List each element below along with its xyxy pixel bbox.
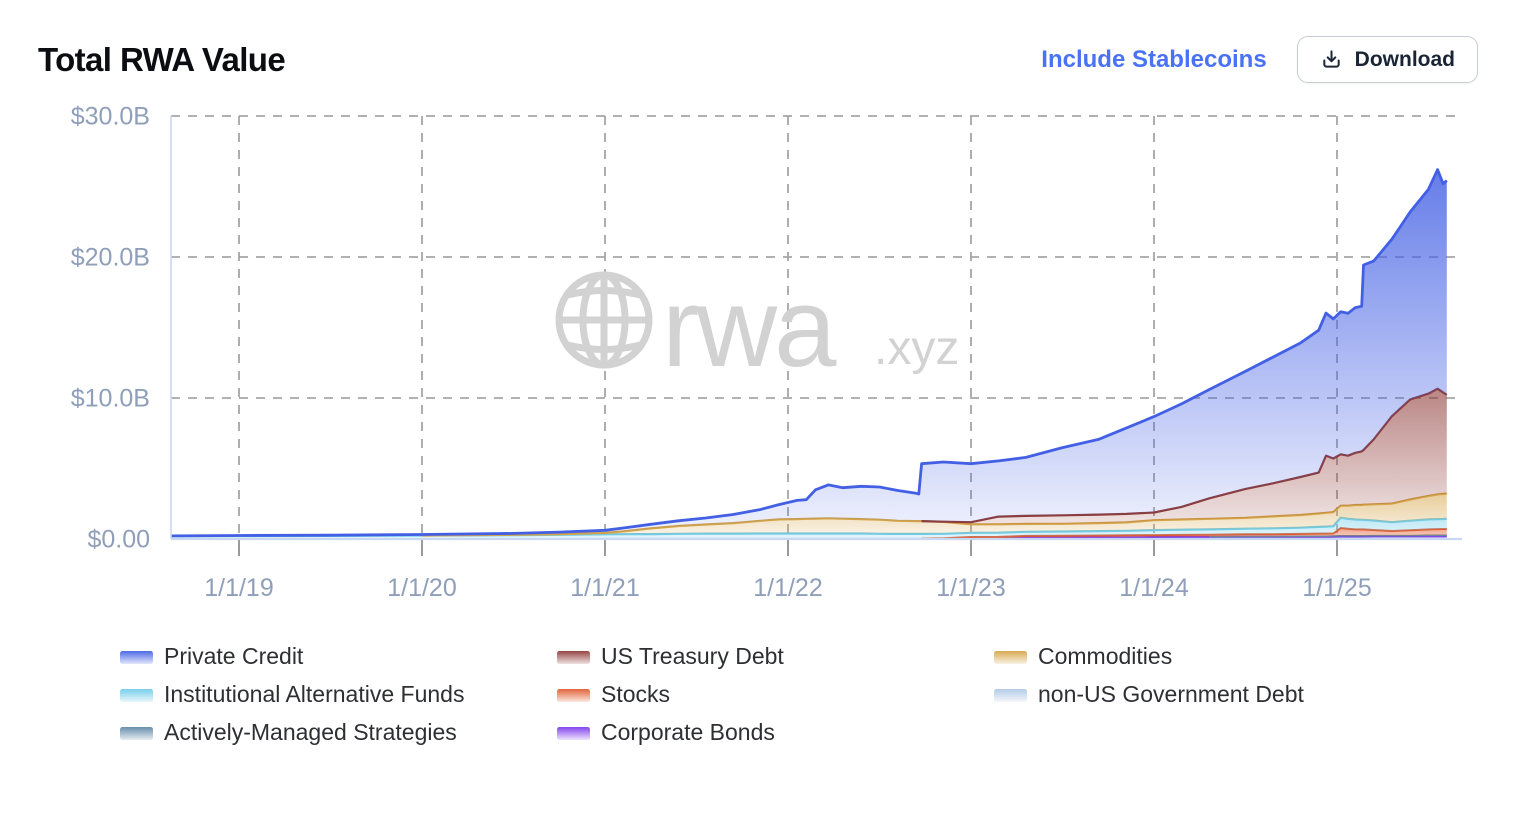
legend-label: US Treasury Debt xyxy=(601,642,784,669)
legend-label: Institutional Alternative Funds xyxy=(164,680,465,707)
header: Total RWA Value Include Stablecoins Down… xyxy=(38,36,1478,83)
chart-legend: Private Credit Institutional Alternative … xyxy=(120,643,1304,745)
x-axis-label: 1/1/21 xyxy=(570,574,640,602)
legend-label: Stocks xyxy=(601,680,671,707)
legend-label: Commodities xyxy=(1038,642,1173,669)
legend-swatch-private-credit xyxy=(120,650,153,664)
legend-swatch-us-treasury-debt xyxy=(557,650,590,664)
watermark: rwa .xyz xyxy=(555,265,959,390)
x-axis-label: 1/1/22 xyxy=(753,574,823,602)
series-line-private-credit xyxy=(171,168,1448,538)
legend-swatch-actively-managed-strategies xyxy=(120,726,153,740)
watermark-globe-icon xyxy=(555,271,653,369)
header-actions: Include Stablecoins Download xyxy=(1041,36,1478,83)
legend-item-non-us-government-debt[interactable]: non-US Government Debt xyxy=(994,681,1304,707)
legend-swatch-corporate-bonds xyxy=(557,726,590,740)
x-axis-label: 1/1/19 xyxy=(204,574,274,602)
legend-swatch-commodities xyxy=(994,650,1027,664)
series-area-commodities xyxy=(171,493,1447,537)
legend-column-3: Commodities non-US Government Debt xyxy=(994,643,1304,707)
legend-item-private-credit[interactable]: Private Credit xyxy=(120,643,557,669)
legend-column-2: US Treasury Debt Stocks Corporate Bonds xyxy=(557,643,994,745)
y-axis-label: $30.0B xyxy=(71,103,150,131)
watermark-brand-text: rwa xyxy=(662,265,837,390)
y-axis-label: $10.0B xyxy=(71,385,150,413)
series-area-institutional-alternative-funds xyxy=(171,517,1447,539)
include-stablecoins-link[interactable]: Include Stablecoins xyxy=(1041,45,1267,73)
legend-label: Corporate Bonds xyxy=(601,718,775,745)
legend-item-stocks[interactable]: Stocks xyxy=(557,681,994,707)
legend-label: Private Credit xyxy=(164,642,304,669)
watermark-tld-text: .xyz xyxy=(874,322,959,375)
x-axis-label: 1/1/20 xyxy=(387,574,457,602)
x-axis-label: 1/1/24 xyxy=(1119,574,1189,602)
legend-swatch-stocks xyxy=(557,688,590,702)
legend-swatch-institutional-alternative-funds xyxy=(120,688,153,702)
legend-item-actively-managed-strategies[interactable]: Actively-Managed Strategies xyxy=(120,719,557,745)
legend-label: non-US Government Debt xyxy=(1038,680,1304,707)
y-axis-label: $20.0B xyxy=(71,244,150,272)
legend-item-institutional-alternative-funds[interactable]: Institutional Alternative Funds xyxy=(120,681,557,707)
page-title: Total RWA Value xyxy=(38,40,286,78)
x-axis-label: 1/1/23 xyxy=(936,574,1006,602)
y-axis-label: $0.00 xyxy=(87,526,150,554)
legend-item-us-treasury-debt[interactable]: US Treasury Debt xyxy=(557,643,994,669)
download-icon xyxy=(1320,48,1343,71)
x-axis-label: 1/1/25 xyxy=(1302,574,1372,602)
legend-column-1: Private Credit Institutional Alternative … xyxy=(120,643,557,745)
download-button-label: Download xyxy=(1354,47,1455,71)
legend-label: Actively-Managed Strategies xyxy=(164,718,457,745)
legend-swatch-non-us-government-debt xyxy=(994,688,1027,702)
legend-item-corporate-bonds[interactable]: Corporate Bonds xyxy=(557,719,994,745)
legend-item-commodities[interactable]: Commodities xyxy=(994,643,1304,669)
download-button[interactable]: Download xyxy=(1296,36,1478,83)
series-area-private-credit xyxy=(171,169,1447,537)
